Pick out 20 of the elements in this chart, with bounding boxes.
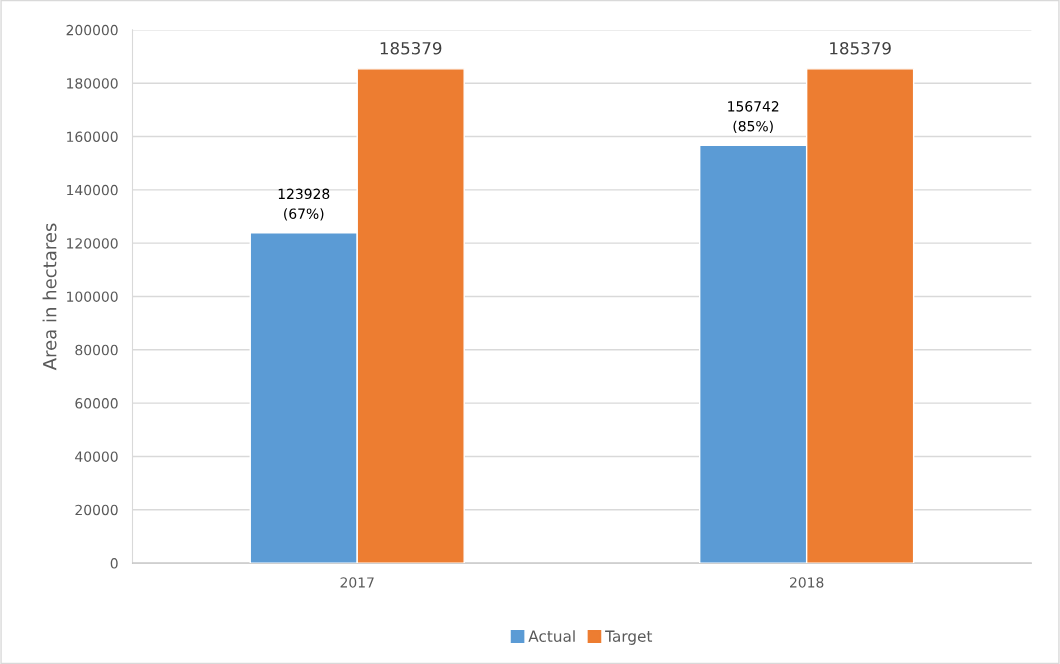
y-tick-label: 60000 [75, 398, 118, 409]
y-axis-title: Area in hectares [42, 223, 57, 371]
data-label: 156742 (85%) [728, 101, 779, 134]
y-tick-label: 200000 [66, 24, 118, 36]
y-tick-label: 80000 [75, 344, 118, 356]
legend-label: Target [605, 630, 653, 645]
x-tick-label: 2018 [790, 577, 824, 588]
x-tick-label: 2017 [340, 577, 374, 588]
y-tick-label: 160000 [67, 131, 118, 142]
data-label: 123928 (67%) [278, 188, 330, 221]
legend-label: Actual [528, 630, 575, 642]
y-tick-label: 40000 [75, 451, 118, 462]
data-label: 185379 [830, 41, 891, 55]
y-tick-label: 0 [110, 558, 118, 569]
y-tick-label: 20000 [75, 504, 118, 516]
y-tick-label: 180000 [67, 78, 118, 89]
y-tick-label: 140000 [67, 184, 118, 196]
data-label: 185379 [380, 41, 442, 55]
y-tick-label: 120000 [67, 238, 118, 249]
y-tick-label: 100000 [67, 291, 118, 302]
